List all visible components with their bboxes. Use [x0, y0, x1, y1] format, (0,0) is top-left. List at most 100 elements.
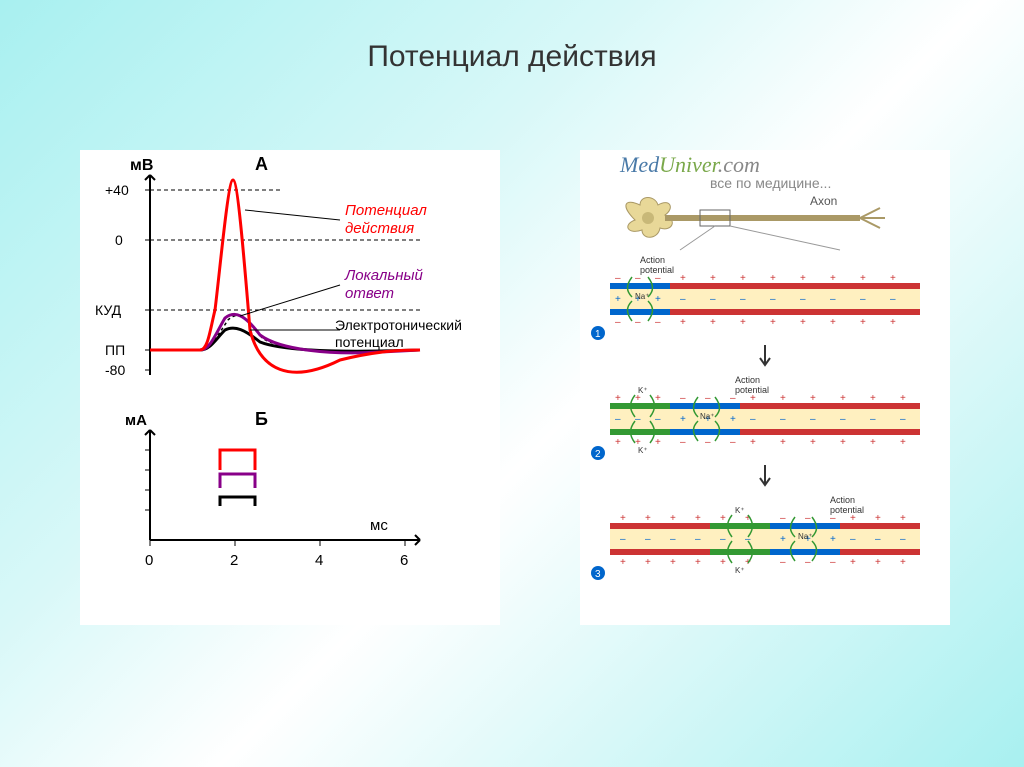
svg-text:+: +	[810, 393, 816, 404]
svg-text:+: +	[655, 393, 661, 404]
svg-text:–: –	[830, 294, 836, 305]
graph-panel: А мВ +40 0 КУД ПП -80	[80, 150, 500, 625]
svg-text:2: 2	[595, 449, 601, 460]
svg-text:+: +	[890, 273, 896, 284]
svg-text:+: +	[875, 513, 881, 524]
svg-text:–: –	[645, 534, 651, 545]
svg-text:+: +	[850, 513, 856, 524]
svg-text:–: –	[840, 414, 846, 425]
svg-text:+: +	[770, 317, 776, 328]
svg-text:–: –	[810, 414, 816, 425]
svg-text:–: –	[850, 534, 856, 545]
pulse-purple	[220, 474, 255, 488]
leg-red-1: Потенциал	[345, 202, 427, 219]
svg-text:+: +	[900, 557, 906, 568]
svg-text:–: –	[635, 317, 641, 328]
y-unit: мВ	[130, 157, 153, 174]
svg-text:–: –	[655, 273, 661, 284]
svg-text:–: –	[875, 534, 881, 545]
svg-text:1: 1	[595, 329, 601, 340]
svg-text:+: +	[655, 294, 661, 305]
svg-text:Na⁺: Na⁺	[798, 532, 812, 541]
svg-text:0: 0	[145, 552, 153, 569]
svg-text:+: +	[800, 273, 806, 284]
svg-text:+: +	[740, 317, 746, 328]
pulse-black	[220, 497, 255, 506]
x-unit: мс	[370, 517, 388, 534]
svg-text:–: –	[750, 414, 756, 425]
svg-text:–: –	[890, 294, 896, 305]
svg-text:K⁺: K⁺	[638, 446, 648, 455]
x-ticks: 0 2 4 6	[145, 540, 408, 569]
svg-text:-80: -80	[105, 362, 125, 378]
page-title: Потенциал действия	[0, 40, 1024, 74]
svg-text:–: –	[860, 294, 866, 305]
svg-text:–: –	[870, 414, 876, 425]
stage-1: Action potential ––– ++++++++ +++ ––––––…	[591, 255, 920, 340]
svg-text:+: +	[720, 513, 726, 524]
svg-text:+: +	[770, 273, 776, 284]
svg-text:+: +	[890, 317, 896, 328]
svg-text:+: +	[750, 437, 756, 448]
svg-text:+: +	[860, 273, 866, 284]
label-b: Б	[255, 409, 268, 429]
label-a: А	[255, 154, 268, 174]
svg-text:–: –	[705, 437, 711, 448]
svg-text:Action: Action	[640, 255, 665, 265]
slide: Потенциал действия А мВ +40 0 КУД ПП	[0, 0, 1024, 767]
svg-text:+: +	[740, 273, 746, 284]
svg-text:2: 2	[230, 552, 238, 569]
arrow-2-3	[760, 465, 770, 485]
svg-text:–: –	[695, 534, 701, 545]
svg-text:+: +	[780, 534, 786, 545]
svg-text:+: +	[695, 557, 701, 568]
svg-text:+: +	[655, 437, 661, 448]
svg-text:+: +	[870, 393, 876, 404]
svg-text:4: 4	[315, 552, 323, 569]
pulse-red	[220, 450, 255, 470]
svg-text:–: –	[830, 513, 836, 524]
svg-text:+: +	[780, 437, 786, 448]
svg-text:–: –	[615, 273, 621, 284]
svg-text:+: +	[870, 437, 876, 448]
svg-text:+: +	[620, 557, 626, 568]
svg-text:3: 3	[595, 569, 601, 580]
svg-text:–: –	[655, 317, 661, 328]
svg-text:+: +	[830, 317, 836, 328]
svg-text:–: –	[615, 317, 621, 328]
svg-text:+: +	[730, 414, 736, 425]
svg-text:K⁺: K⁺	[735, 506, 745, 515]
svg-text:+: +	[615, 437, 621, 448]
svg-text:–: –	[680, 294, 686, 305]
svg-text:+: +	[830, 273, 836, 284]
svg-text:+: +	[780, 393, 786, 404]
svg-text:+: +	[680, 414, 686, 425]
leg-blk-2: потенциал	[335, 334, 404, 350]
svg-text:–: –	[780, 414, 786, 425]
svg-text:КУД: КУД	[95, 302, 122, 318]
svg-text:–: –	[680, 393, 686, 404]
svg-text:+: +	[875, 557, 881, 568]
svg-text:+: +	[900, 513, 906, 524]
neuron: Axon	[626, 194, 885, 250]
svg-text:0: 0	[115, 232, 123, 248]
svg-text:–: –	[620, 534, 626, 545]
stage-2: Action potential +++ ––– ++++++ ––– +++ …	[591, 375, 920, 460]
svg-text:–: –	[800, 294, 806, 305]
svg-text:K⁺: K⁺	[735, 566, 745, 575]
svg-text:6: 6	[400, 552, 408, 569]
arrow-1-2	[760, 345, 770, 365]
svg-text:–: –	[900, 414, 906, 425]
svg-text:–: –	[780, 513, 786, 524]
graph-svg: А мВ +40 0 КУД ПП -80	[80, 150, 500, 625]
svg-text:+: +	[900, 437, 906, 448]
leg-red-2: действия	[345, 220, 414, 237]
wm: MedUniver.com	[619, 152, 760, 177]
svg-text:–: –	[805, 513, 811, 524]
stage-3: Action potential ++++ ++ ––– +++ –––– ––…	[591, 495, 920, 580]
svg-text:–: –	[830, 557, 836, 568]
svg-text:+: +	[710, 317, 716, 328]
svg-text:Na⁺: Na⁺	[635, 292, 649, 301]
svg-text:–: –	[710, 294, 716, 305]
svg-text:–: –	[635, 273, 641, 284]
